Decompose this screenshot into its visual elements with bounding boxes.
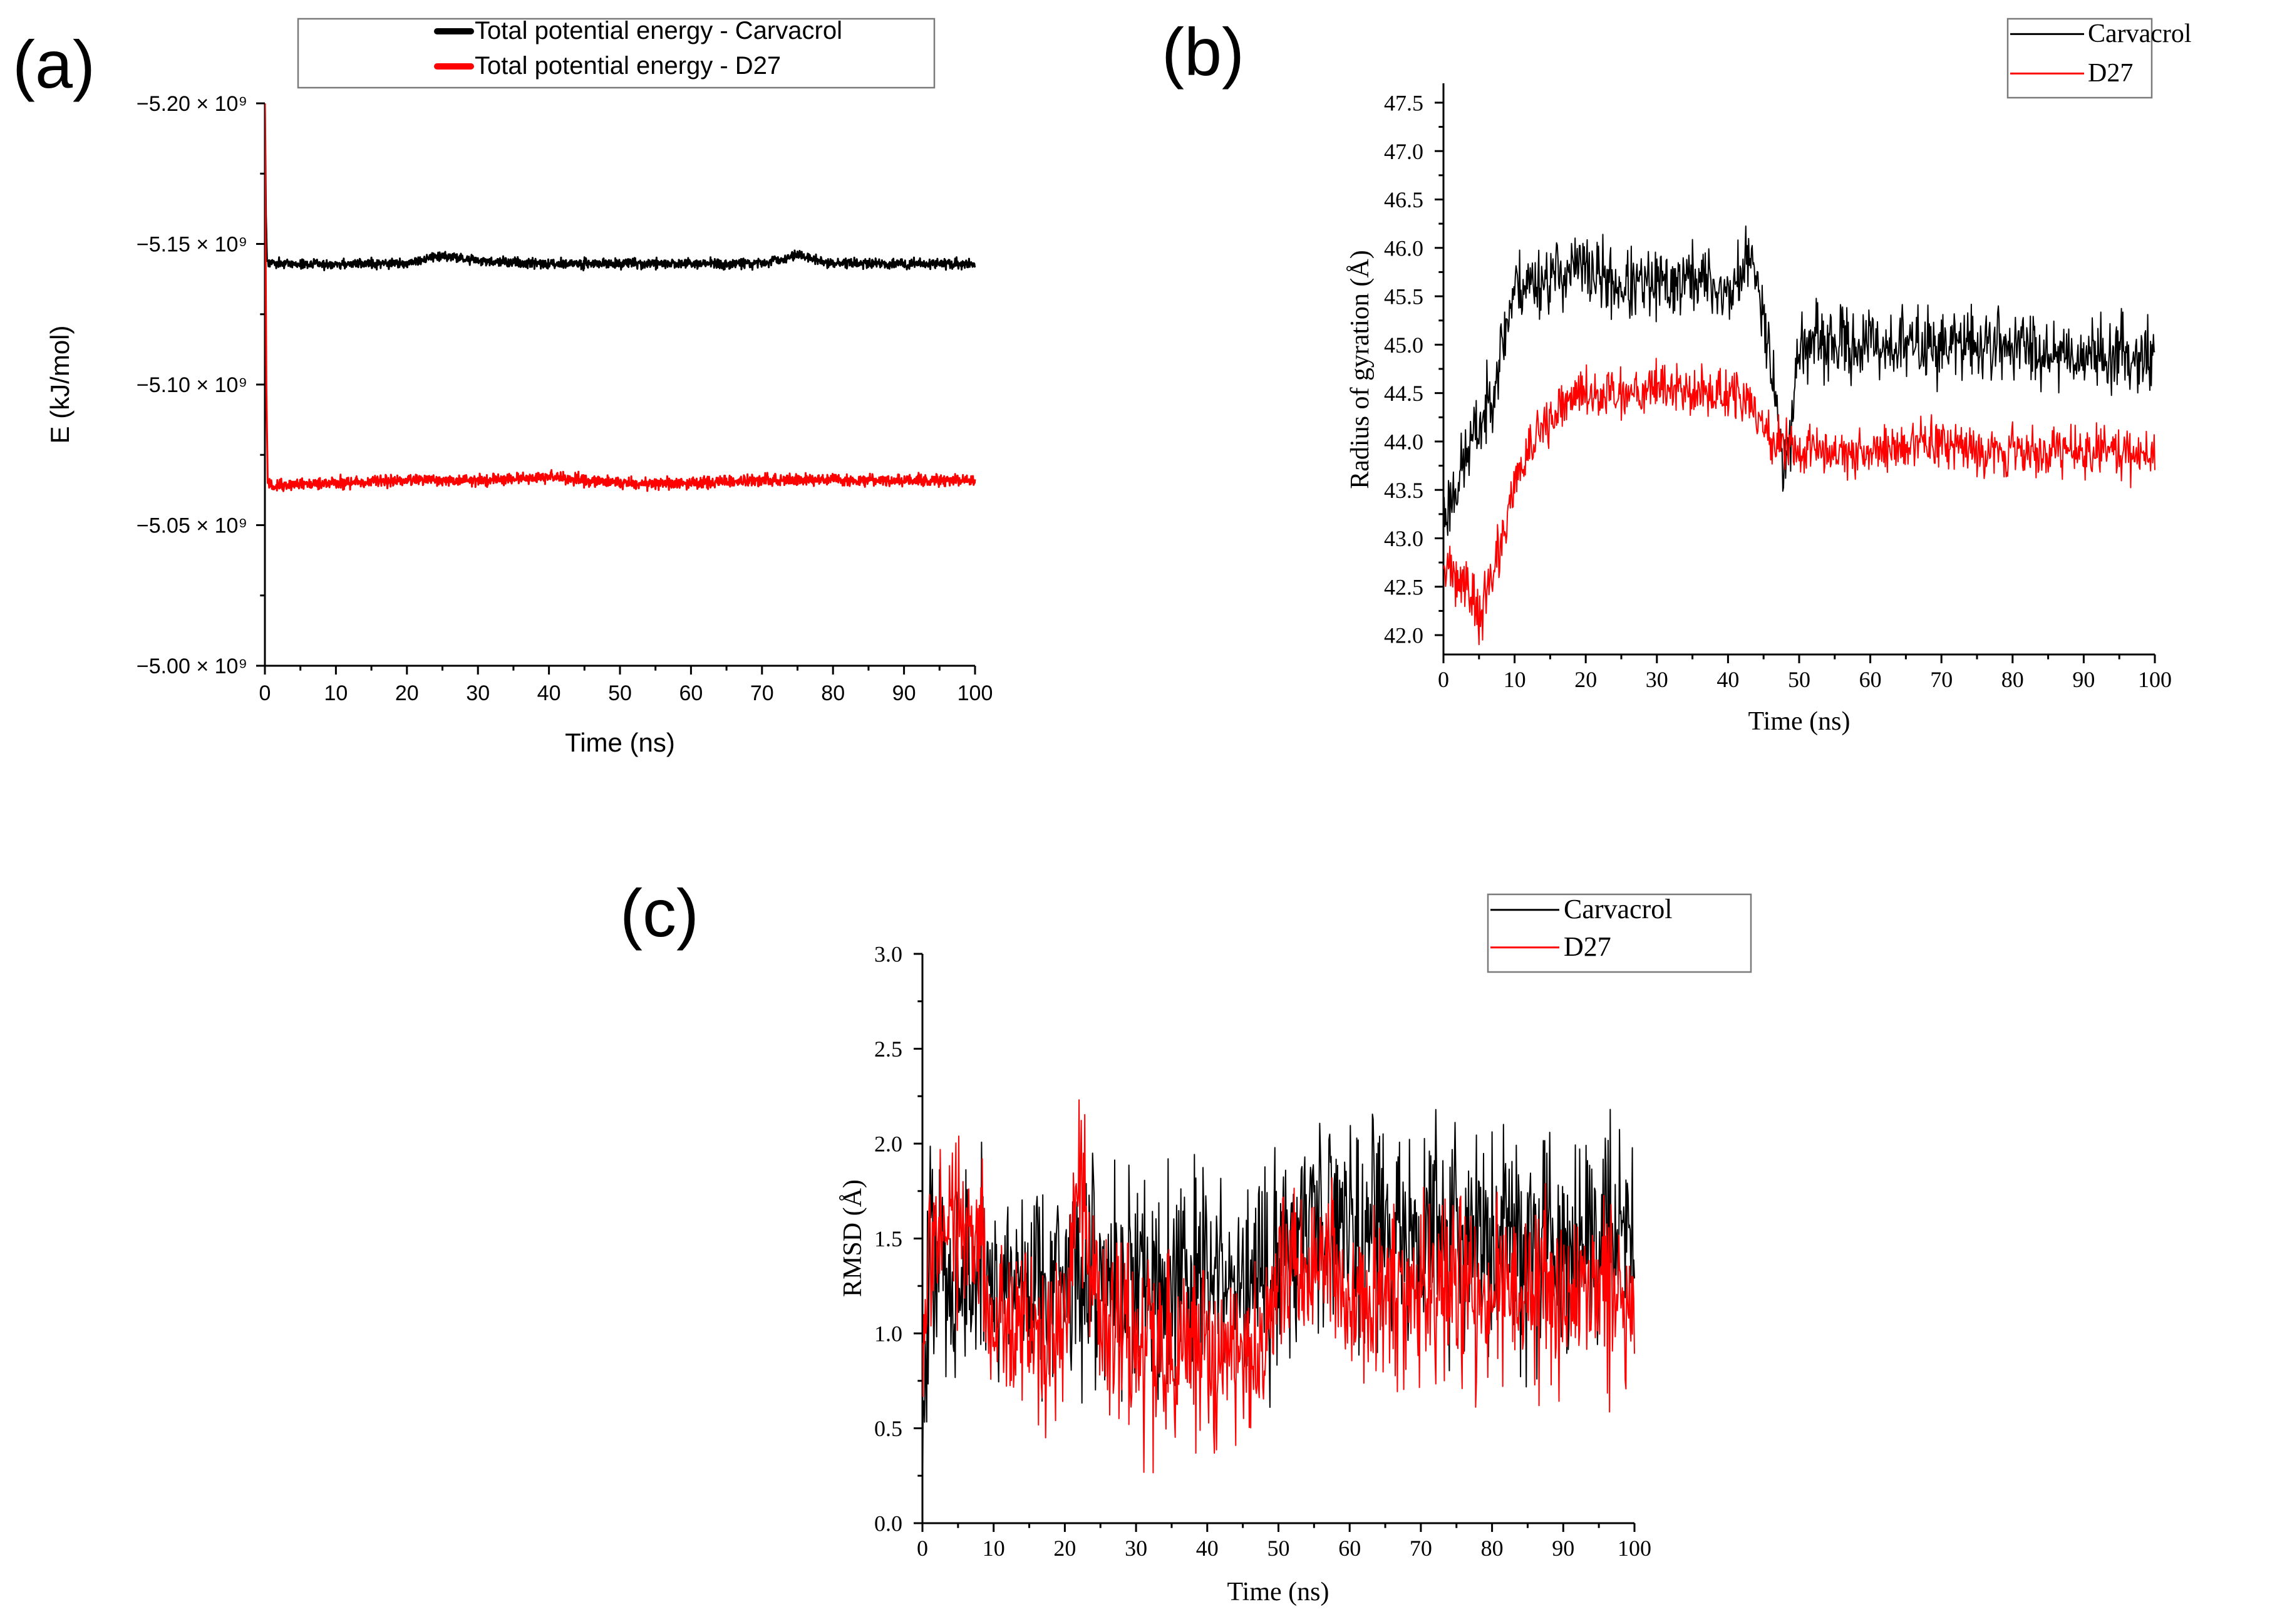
y-tick-label: 45.0 xyxy=(1384,333,1423,358)
y-tick-label: 1.0 xyxy=(874,1321,902,1347)
x-tick-label: 30 xyxy=(1125,1536,1147,1561)
x-tick-label: 80 xyxy=(821,681,845,705)
x-tick-label: 20 xyxy=(1574,667,1597,692)
x-axis-label: Time (ns) xyxy=(1748,707,1851,736)
series-line-total-potential-energy-carvacrol xyxy=(265,103,976,272)
x-tick-label: 90 xyxy=(1552,1536,1574,1561)
legend-entry-label: Total potential energy - D27 xyxy=(475,52,781,80)
x-tick-label: 40 xyxy=(1716,667,1739,692)
x-tick-label: 70 xyxy=(750,681,774,705)
y-tick-label: 42.5 xyxy=(1384,574,1423,599)
y-tick-label: 44.5 xyxy=(1384,381,1423,406)
y-tick-label: 43.0 xyxy=(1384,526,1423,551)
y-tick-label: 0.0 xyxy=(874,1511,902,1536)
y-axis-label: E (kJ/mol) xyxy=(45,326,75,444)
x-tick-label: 80 xyxy=(1481,1536,1504,1561)
y-tick-label: 43.5 xyxy=(1384,478,1423,503)
x-tick-label: 50 xyxy=(1267,1536,1290,1561)
x-tick-label: 30 xyxy=(466,681,490,705)
x-tick-label: 100 xyxy=(958,681,993,705)
y-tick-label: 3.0 xyxy=(874,942,902,967)
y-tick-label: 47.5 xyxy=(1384,91,1423,116)
x-tick-label: 60 xyxy=(1338,1536,1361,1561)
y-tick-label: −5.10 × 10⁹ xyxy=(137,373,247,397)
y-tick-label: −5.20 × 10⁹ xyxy=(137,92,247,116)
panel-label-a: (a) xyxy=(13,26,95,102)
x-tick-label: 40 xyxy=(537,681,561,705)
x-tick-label: 60 xyxy=(679,681,703,705)
legend-a: Total potential energy - Carvacrol Total … xyxy=(297,17,936,89)
x-tick-label: 80 xyxy=(2001,667,2024,692)
y-tick-label: 0.5 xyxy=(874,1416,902,1441)
x-tick-label: 100 xyxy=(1618,1536,1651,1561)
x-tick-label: 20 xyxy=(1053,1536,1076,1561)
legend-entry-label: Carvacrol xyxy=(1564,894,1672,924)
series-line-carvacrol xyxy=(1443,225,2155,536)
y-tick-label: 44.0 xyxy=(1384,430,1423,455)
x-tick-label: 10 xyxy=(324,681,348,705)
series-line-total-potential-energy-d27 xyxy=(265,103,976,492)
x-tick-label: 40 xyxy=(1196,1536,1219,1561)
axis-lines-a xyxy=(264,103,975,667)
legend-box xyxy=(297,18,936,89)
x-tick-label: 70 xyxy=(1410,1536,1432,1561)
y-tick-label: 1.5 xyxy=(874,1226,902,1251)
y-tick-label: −5.15 × 10⁹ xyxy=(137,232,247,256)
x-tick-label: 10 xyxy=(983,1536,1005,1561)
y-tick-label: 47.0 xyxy=(1384,139,1423,164)
legend-c: Carvacrol D27 xyxy=(1487,893,1752,973)
x-tick-label: 0 xyxy=(259,681,271,705)
y-tick-label: 42.0 xyxy=(1384,623,1423,648)
legend-box xyxy=(1487,893,1752,973)
y-tick-label: 45.5 xyxy=(1384,284,1423,309)
legend-entry-label: D27 xyxy=(2088,59,2133,88)
legend-entry-label: D27 xyxy=(1564,931,1611,962)
chart-a-total-potential-energy: 0 10 20 30 40 50 60 70 80 90 100 −5.20 × 10⁹ −5.15 ×… xyxy=(45,17,993,757)
x-tick-label: 10 xyxy=(1504,667,1526,692)
y-axis-label: RMSD (Å) xyxy=(839,1179,867,1297)
chart-c-rmsd: 0 10 20 30 40 50 60 70 80 90 100 0.0 0.5 1.0 1.5 2.0 2.5… xyxy=(839,893,1752,1606)
y-axis-label: Radius of gyration (Å) xyxy=(1346,250,1375,489)
y-tick-label: 2.5 xyxy=(874,1037,902,1062)
y-tick-label: −5.05 × 10⁹ xyxy=(137,514,247,537)
y-tick-label: 2.0 xyxy=(874,1132,902,1157)
panel-label-c: (c) xyxy=(620,875,699,951)
x-axis-label: Time (ns) xyxy=(1227,1578,1329,1606)
x-tick-label: 60 xyxy=(1859,667,1882,692)
legend-entry-label: Total potential energy - Carvacrol xyxy=(475,17,842,44)
y-tick-label: 46.5 xyxy=(1384,187,1423,212)
legend-entry-label: Carvacrol xyxy=(2088,19,2192,48)
series-line-d27 xyxy=(922,1099,1635,1474)
legend-b: Carvacrol D27 xyxy=(2006,18,2192,99)
x-axis-label: Time (ns) xyxy=(565,728,675,757)
x-tick-label: 70 xyxy=(1930,667,1953,692)
panel-label-b: (b) xyxy=(1162,14,1244,90)
x-tick-label: 90 xyxy=(2072,667,2095,692)
x-tick-label: 50 xyxy=(1788,667,1810,692)
x-tick-label: 30 xyxy=(1646,667,1668,692)
legend-box xyxy=(2006,18,2153,99)
x-tick-label: 90 xyxy=(892,681,916,705)
x-tick-label: 0 xyxy=(917,1536,928,1561)
chart-b-radius-of-gyration: 0 10 20 30 40 50 60 70 80 90 100 42.0 42.5 43.0 43.5 44… xyxy=(1346,18,2192,736)
x-tick-label: 50 xyxy=(608,681,632,705)
y-tick-label: −5.00 × 10⁹ xyxy=(137,654,247,678)
y-tick-label: 46.0 xyxy=(1384,235,1423,261)
series-line-d27 xyxy=(1443,358,2155,646)
x-tick-label: 20 xyxy=(395,681,419,705)
x-tick-label: 0 xyxy=(1438,667,1449,692)
x-tick-label: 100 xyxy=(2138,667,2172,692)
